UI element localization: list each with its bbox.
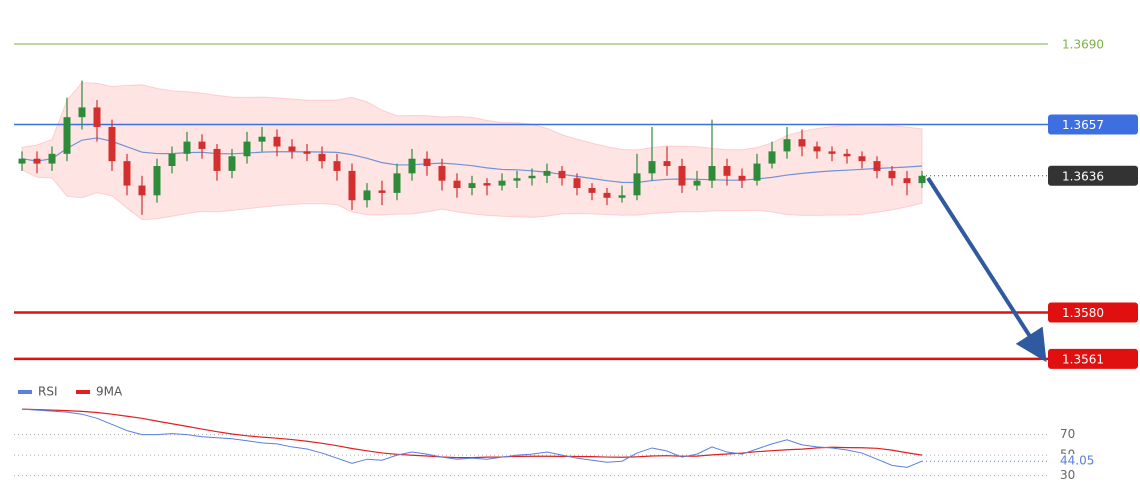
candle-body <box>273 136 281 147</box>
candle-body <box>678 166 686 186</box>
candle-body <box>393 173 401 193</box>
candle-body <box>558 170 566 179</box>
legend-swatch <box>76 390 90 394</box>
candle-body <box>483 183 491 186</box>
candle-body <box>573 178 581 188</box>
candle-body <box>138 185 146 196</box>
candle-body <box>918 175 926 184</box>
candle-body <box>378 190 386 193</box>
y-tick-label: 30 <box>1060 468 1075 482</box>
candle-body <box>468 183 476 188</box>
candle-body <box>738 175 746 181</box>
candle-body <box>783 139 791 152</box>
candle-body <box>663 161 671 167</box>
legend-swatch <box>18 390 32 394</box>
candle-body <box>198 141 206 149</box>
candle-body <box>423 158 431 167</box>
candle-body <box>288 146 296 152</box>
legend-label: 9MA <box>96 385 123 399</box>
rsi-line <box>21 408 923 468</box>
candle-body <box>228 156 236 171</box>
candle-body <box>513 178 521 181</box>
rsi-panel: 305070RSI9MA44.05 <box>14 385 1096 482</box>
candle-body <box>588 188 596 193</box>
candle-body <box>873 161 881 171</box>
candle-body <box>693 180 701 186</box>
candle-body <box>363 190 371 201</box>
candle-body <box>708 166 716 181</box>
level-label-box <box>1048 302 1138 323</box>
candle-body <box>753 163 761 181</box>
candle-body <box>93 107 101 127</box>
rsi-current-label: 44.05 <box>1060 454 1094 468</box>
forecast-arrow <box>926 176 1047 363</box>
candle-body <box>498 180 506 186</box>
candle-body <box>723 166 731 176</box>
candle-body <box>168 153 176 167</box>
candle-body <box>333 161 341 171</box>
level-label: 1.3580 <box>1062 306 1104 320</box>
candle-body <box>33 158 41 164</box>
candle-body <box>408 158 416 174</box>
candle-body <box>303 151 311 154</box>
level-label: 1.3657 <box>1062 118 1104 132</box>
candle-body <box>348 170 356 201</box>
candle-body <box>603 192 611 198</box>
candle-body <box>243 141 251 157</box>
y-tick-label: 70 <box>1060 427 1075 441</box>
candle-body <box>798 139 806 147</box>
level-label-box <box>1048 114 1138 135</box>
candle-body <box>648 161 656 174</box>
candle-body <box>813 146 821 152</box>
candle-body <box>618 195 626 198</box>
candle-body <box>18 158 26 164</box>
candle-body <box>123 161 131 186</box>
legend-label: RSI <box>38 385 58 399</box>
candle-body <box>258 136 266 142</box>
candle-body <box>903 178 911 184</box>
candle-body <box>828 151 836 154</box>
candle-body <box>543 170 551 176</box>
candle-body <box>633 173 641 196</box>
price-panel: 1.3690 1.3657 1.3580 1.3561 1.3636 <box>14 37 1138 369</box>
candle-body <box>768 151 776 164</box>
level-label: 1.3690 <box>1062 37 1104 51</box>
current-label-box <box>1048 165 1138 186</box>
candle-body <box>78 107 86 118</box>
candle-body <box>108 126 116 162</box>
candle-body <box>453 180 461 188</box>
candle-body <box>858 156 866 162</box>
candle-body <box>528 175 536 179</box>
level-label: 1.3561 <box>1062 352 1104 366</box>
level-label-box <box>1048 348 1138 369</box>
candle-body <box>183 141 191 154</box>
current-label: 1.3636 <box>1062 169 1104 183</box>
candle-body <box>48 153 56 164</box>
candle-body <box>153 166 161 196</box>
candle-body <box>213 148 221 171</box>
candle-body <box>438 166 446 181</box>
candle-body <box>63 117 71 154</box>
candle-body <box>888 170 896 179</box>
rsi-label-bg <box>1056 454 1096 469</box>
candle-body <box>843 153 851 157</box>
candle-body <box>318 153 326 162</box>
ma-line <box>21 408 923 459</box>
